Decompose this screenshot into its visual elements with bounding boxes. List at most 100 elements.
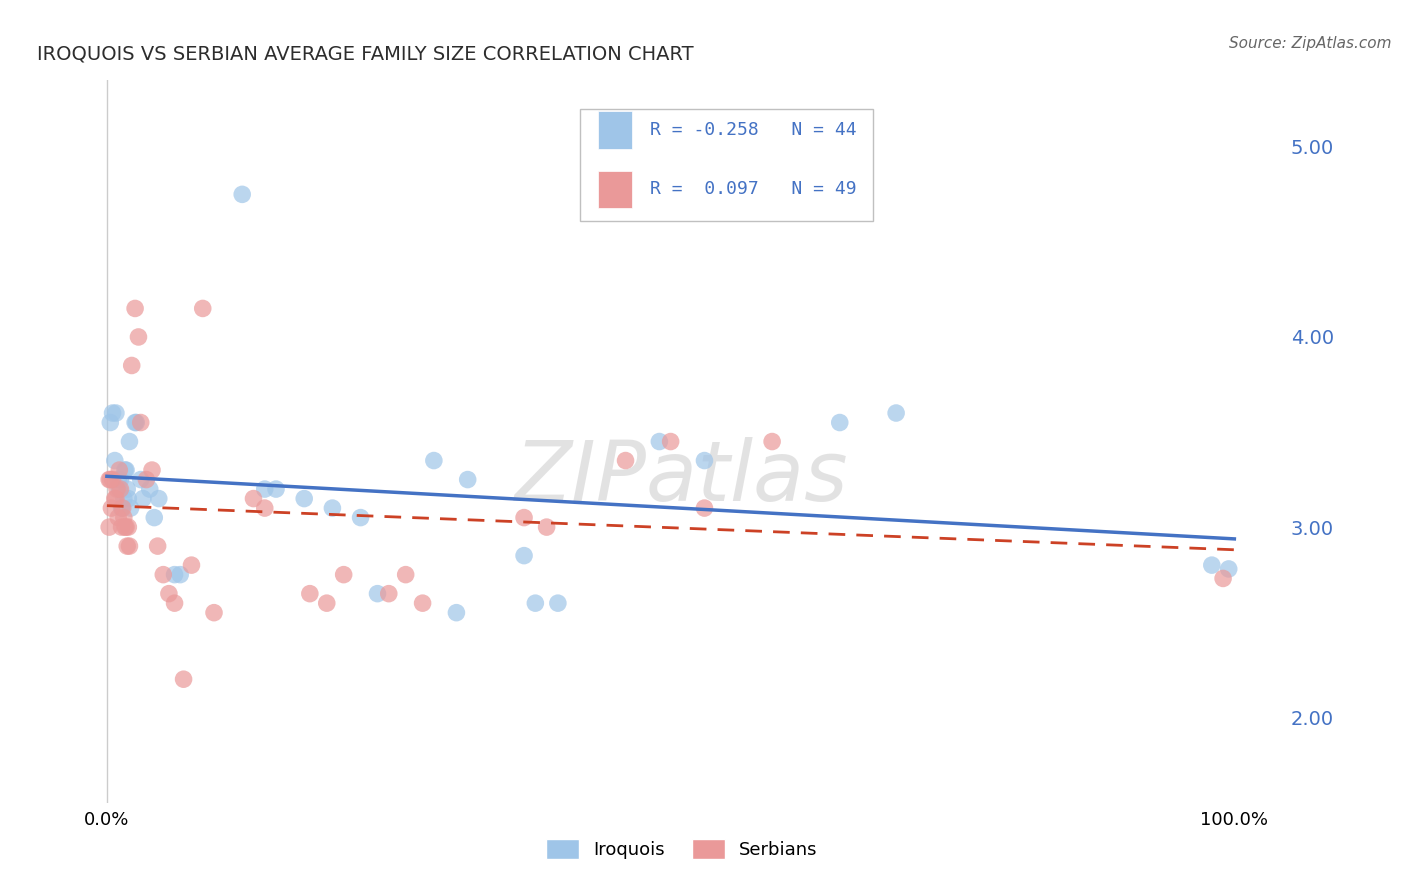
Point <box>105 482 128 496</box>
Point <box>110 501 132 516</box>
Point <box>98 473 121 487</box>
Point <box>124 416 146 430</box>
Point <box>108 482 131 496</box>
Point <box>163 596 186 610</box>
Text: R =  0.097   N = 49: R = 0.097 N = 49 <box>650 180 856 198</box>
Point <box>111 501 134 516</box>
Point <box>693 501 716 516</box>
Point <box>536 520 558 534</box>
Point <box>202 606 225 620</box>
Point <box>231 187 253 202</box>
Legend: Iroquois, Serbians: Iroquois, Serbians <box>538 831 825 866</box>
Point <box>146 539 169 553</box>
Point <box>141 463 163 477</box>
Point <box>104 491 127 506</box>
Point <box>115 482 138 496</box>
Point <box>446 606 468 620</box>
Point <box>547 596 569 610</box>
Point <box>395 567 418 582</box>
Point <box>132 491 155 506</box>
Point <box>110 482 132 496</box>
Point <box>114 520 136 534</box>
Point <box>118 539 141 553</box>
Point <box>321 501 343 516</box>
Point <box>118 434 141 449</box>
Point <box>315 596 337 610</box>
FancyBboxPatch shape <box>581 109 873 221</box>
Point <box>98 520 121 534</box>
Point <box>163 567 186 582</box>
Point <box>148 491 170 506</box>
Point <box>112 510 135 524</box>
Point <box>98 416 121 430</box>
Point <box>120 501 142 516</box>
Bar <box>599 170 631 208</box>
Point <box>143 510 166 524</box>
Point <box>114 463 136 477</box>
Point <box>157 587 180 601</box>
Point <box>412 596 434 610</box>
Point <box>139 482 162 496</box>
Point <box>104 453 127 467</box>
Point <box>457 473 479 487</box>
Point <box>366 587 388 601</box>
Point <box>110 520 132 534</box>
Point <box>152 567 174 582</box>
Point <box>173 672 195 686</box>
Point <box>253 501 276 516</box>
Point <box>1218 562 1240 576</box>
Point <box>253 482 276 496</box>
Point <box>513 510 536 524</box>
Point <box>614 453 637 467</box>
Point <box>524 596 547 610</box>
Point <box>180 558 202 573</box>
Point <box>298 587 321 601</box>
Point <box>292 491 315 506</box>
Point <box>115 520 138 534</box>
Point <box>242 491 264 506</box>
Point <box>648 434 671 449</box>
Point <box>104 406 127 420</box>
Point <box>100 501 122 516</box>
Point <box>101 406 124 420</box>
Point <box>129 473 152 487</box>
Point <box>129 416 152 430</box>
Point <box>117 491 139 506</box>
Point <box>125 416 148 430</box>
Point <box>108 463 131 477</box>
Point <box>101 473 124 487</box>
Point <box>659 434 682 449</box>
Point <box>761 434 783 449</box>
Text: ZIPatlas: ZIPatlas <box>515 437 849 518</box>
Point <box>115 539 138 553</box>
Point <box>1201 558 1223 573</box>
Point <box>378 587 401 601</box>
Point <box>135 473 157 487</box>
Point <box>264 482 287 496</box>
Point <box>115 463 138 477</box>
Point <box>124 301 146 316</box>
Text: R = -0.258   N = 44: R = -0.258 N = 44 <box>650 121 856 139</box>
Point <box>107 510 129 524</box>
Point <box>828 416 851 430</box>
Point <box>191 301 214 316</box>
Point <box>349 510 371 524</box>
Point <box>513 549 536 563</box>
Point <box>169 567 191 582</box>
Point <box>110 473 132 487</box>
Point <box>332 567 354 582</box>
Point <box>127 330 149 344</box>
Point <box>693 453 716 467</box>
Point <box>884 406 907 420</box>
Text: IROQUOIS VS SERBIAN AVERAGE FAMILY SIZE CORRELATION CHART: IROQUOIS VS SERBIAN AVERAGE FAMILY SIZE … <box>37 45 693 63</box>
Point <box>423 453 446 467</box>
Point <box>112 491 135 506</box>
Point <box>104 491 127 506</box>
Point <box>98 473 121 487</box>
Point <box>117 520 139 534</box>
Point <box>1212 571 1234 585</box>
Point <box>121 359 143 373</box>
Text: Source: ZipAtlas.com: Source: ZipAtlas.com <box>1229 36 1392 51</box>
Bar <box>599 112 631 149</box>
Point <box>107 473 129 487</box>
